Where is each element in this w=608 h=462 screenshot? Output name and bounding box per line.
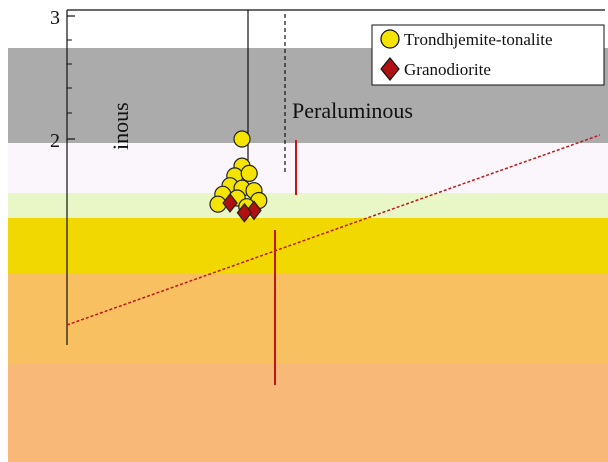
data-point — [240, 164, 258, 182]
legend-box — [371, 24, 605, 86]
data-point — [222, 192, 238, 213]
legend-label-granodiorite: Granodiorite — [404, 60, 491, 79]
background-band — [8, 193, 608, 218]
background-bands — [8, 48, 608, 462]
region-label-metaluminous: inous — [108, 102, 133, 150]
background-band — [8, 273, 608, 363]
data-points — [209, 130, 268, 223]
y-tick-label-2: 2 — [50, 130, 60, 152]
plot-frame — [66, 9, 605, 385]
y-axis-ticks: 3 2 — [50, 7, 75, 152]
data-point — [236, 202, 253, 223]
background-band — [8, 363, 608, 462]
diagonal-reference-line — [66, 134, 601, 326]
legend-label-trondhjemite-tonalite: Trondhjemite-tonalite — [404, 30, 553, 49]
background-band — [8, 218, 608, 273]
y-tick-label-3: 3 — [50, 7, 60, 29]
background-band — [8, 143, 608, 193]
region-label-peraluminous: Peraluminous — [292, 98, 413, 123]
legend-marker-trondhjemite-tonalite — [380, 29, 400, 49]
data-point — [233, 130, 251, 148]
legend-marker-granodiorite — [380, 57, 400, 81]
legend: Trondhjemite-tonalite Granodiorite — [371, 24, 605, 86]
